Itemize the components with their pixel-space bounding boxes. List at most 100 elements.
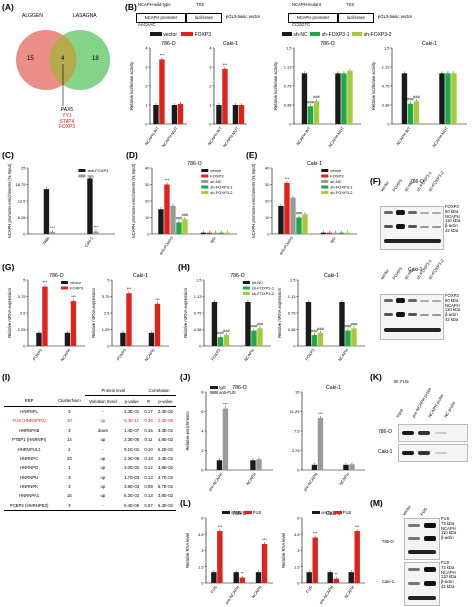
y-tick-label: 0 <box>147 232 150 237</box>
panel-label-b: (B) <box>125 2 137 12</box>
y-tick-label: 2.5 <box>20 311 26 316</box>
y-tick-label: 40 <box>265 166 270 171</box>
y-tick-label: 20 <box>265 199 270 204</box>
panel-label-k: (K) <box>370 372 382 382</box>
y-axis-label: Relative mRNA expression <box>183 287 188 337</box>
y-tick-label: 6.25 <box>18 215 27 220</box>
blot-k-786o <box>398 424 468 442</box>
significance-mark: *** <box>318 411 323 416</box>
bar <box>217 337 224 346</box>
y-axis-label: Relative enrichments <box>185 411 190 450</box>
y-tick-label: 0.75 <box>284 84 293 89</box>
table-row: HNRNPC 33 up 2.3E-05 0.18 2.4E-02 <box>4 454 176 463</box>
blot-m-lanes: vector FUS <box>401 504 429 517</box>
legend-label: sh-FOXP3-1 <box>252 286 274 291</box>
header-correlation: Correlation <box>142 386 176 397</box>
y-tick-label: 1.13 <box>288 294 297 299</box>
y-tick-label: 0.75 <box>382 84 391 89</box>
table-cell: 3 <box>68 474 71 480</box>
y-tick-label: 0 <box>289 122 292 127</box>
y-tick-label: 1 <box>209 103 212 108</box>
table-cell: 1.4E-07 <box>124 427 140 433</box>
table-cell: 0.15 <box>144 427 153 433</box>
table-cell: HNRNPU <box>19 474 39 480</box>
promoter-box-mut: NCAPH promoter <box>288 13 338 23</box>
table-row: HNRNPA1 15 up 6.2E-02 0.13 3.8E-02 <box>4 491 176 500</box>
y-tick-label: 3 <box>201 548 204 553</box>
table-cell: - <box>102 446 104 452</box>
bar <box>317 332 324 346</box>
y-tick-label: 7.5 <box>294 429 300 434</box>
significance-mark: ### <box>313 94 320 99</box>
table-cell: up <box>100 493 106 499</box>
y-tick-label: 4 <box>145 46 148 51</box>
table-cell: 2.3E-05 <box>124 455 140 461</box>
significance-mark: ### <box>307 99 314 104</box>
x-tick-label: NCAPH-MUT <box>161 125 179 148</box>
significance-mark: *** <box>218 524 223 529</box>
bar <box>70 301 77 346</box>
bar <box>306 572 312 583</box>
table-cell: 6.3E-02 <box>157 502 173 508</box>
x-tick-label: NCAPH-WT <box>295 125 312 146</box>
x-tick-label: 7860 <box>41 235 51 246</box>
x-tick-label: NCAPH-WT <box>395 125 412 146</box>
table-row: HNRNPUL1 2 - 9.1E-02 0.10 5.2E-02 <box>4 444 176 453</box>
y-tick-label: 6 <box>297 516 300 521</box>
bar <box>296 217 302 234</box>
significance-mark: ### <box>311 328 318 333</box>
tss-label-wt: TSS <box>196 2 205 7</box>
legend-label: sh-FOXP3-2 <box>330 190 353 195</box>
bar <box>217 531 223 583</box>
x-tick-label: FOXP3 <box>115 347 127 361</box>
y-tick-label: 1.5 <box>196 278 202 283</box>
y-tick-label: 3.75 <box>292 448 301 453</box>
x-tick-label: NCAPH <box>59 348 71 362</box>
y-tick-label: 6 <box>201 409 204 414</box>
table-cell: 3 <box>68 502 71 508</box>
x-tick-label: NCAPH-WT <box>144 125 161 146</box>
significance-mark: *** <box>262 537 267 542</box>
y-tick-label: 10 <box>265 215 270 220</box>
legend-swatch <box>61 286 69 290</box>
bar <box>182 219 188 234</box>
significance-mark: *** <box>94 225 99 230</box>
y-tick-label: 1.5 <box>198 564 204 569</box>
legend-swatch <box>78 169 86 172</box>
bar <box>332 232 339 234</box>
significance-mark: ### <box>257 321 264 326</box>
y-tick-label: 4 <box>209 46 212 51</box>
x-tick-label: FOXP3 <box>31 347 43 361</box>
chart-b-786o-wt: 786-O Relative luciferase activity 0 1 2 3 4 NC… <box>129 41 187 148</box>
significance-mark: ### <box>176 215 183 220</box>
table-cell: 0.17 <box>144 408 153 414</box>
venn-diagram <box>16 30 110 90</box>
table-cell: 3.8E-03 <box>124 484 140 490</box>
table-cell: 0.09 <box>144 484 153 490</box>
y-axis-label: Relative RNA level <box>281 533 286 568</box>
table-cell: 5.2E-02 <box>157 446 173 452</box>
y-tick-label: 1.13 <box>194 294 203 299</box>
bar <box>159 59 165 124</box>
table-cell: 15 <box>66 493 72 499</box>
legend-shfoxp3-2: sh-FOXP3-2 <box>363 32 392 38</box>
chart-title: 786-O <box>232 511 246 517</box>
bar <box>301 73 308 124</box>
chart-title: Caki-1 <box>307 161 322 167</box>
table-cell: 2.3E-02 <box>157 408 173 414</box>
significance-mark: *** <box>223 402 228 407</box>
y-tick-label: 1 <box>145 103 148 108</box>
luciferase-box-mut: luciferase <box>338 13 374 23</box>
blot-f-bottom-lanes: vector FOXP3 sh-NC sh-FOXP3-1 sh-FOXP3-2 <box>379 258 445 281</box>
bar <box>239 577 245 583</box>
bar <box>320 232 327 234</box>
y-tick-label: 0 <box>23 232 26 237</box>
bar <box>255 572 262 583</box>
bar <box>351 328 357 346</box>
bar <box>445 73 451 124</box>
table-cell: 5.7E-02 <box>157 484 173 490</box>
venn-set2-label: LASAGNA <box>73 13 97 19</box>
table-cell: HNRNPAB <box>18 427 40 433</box>
legend-swatch <box>321 174 329 178</box>
